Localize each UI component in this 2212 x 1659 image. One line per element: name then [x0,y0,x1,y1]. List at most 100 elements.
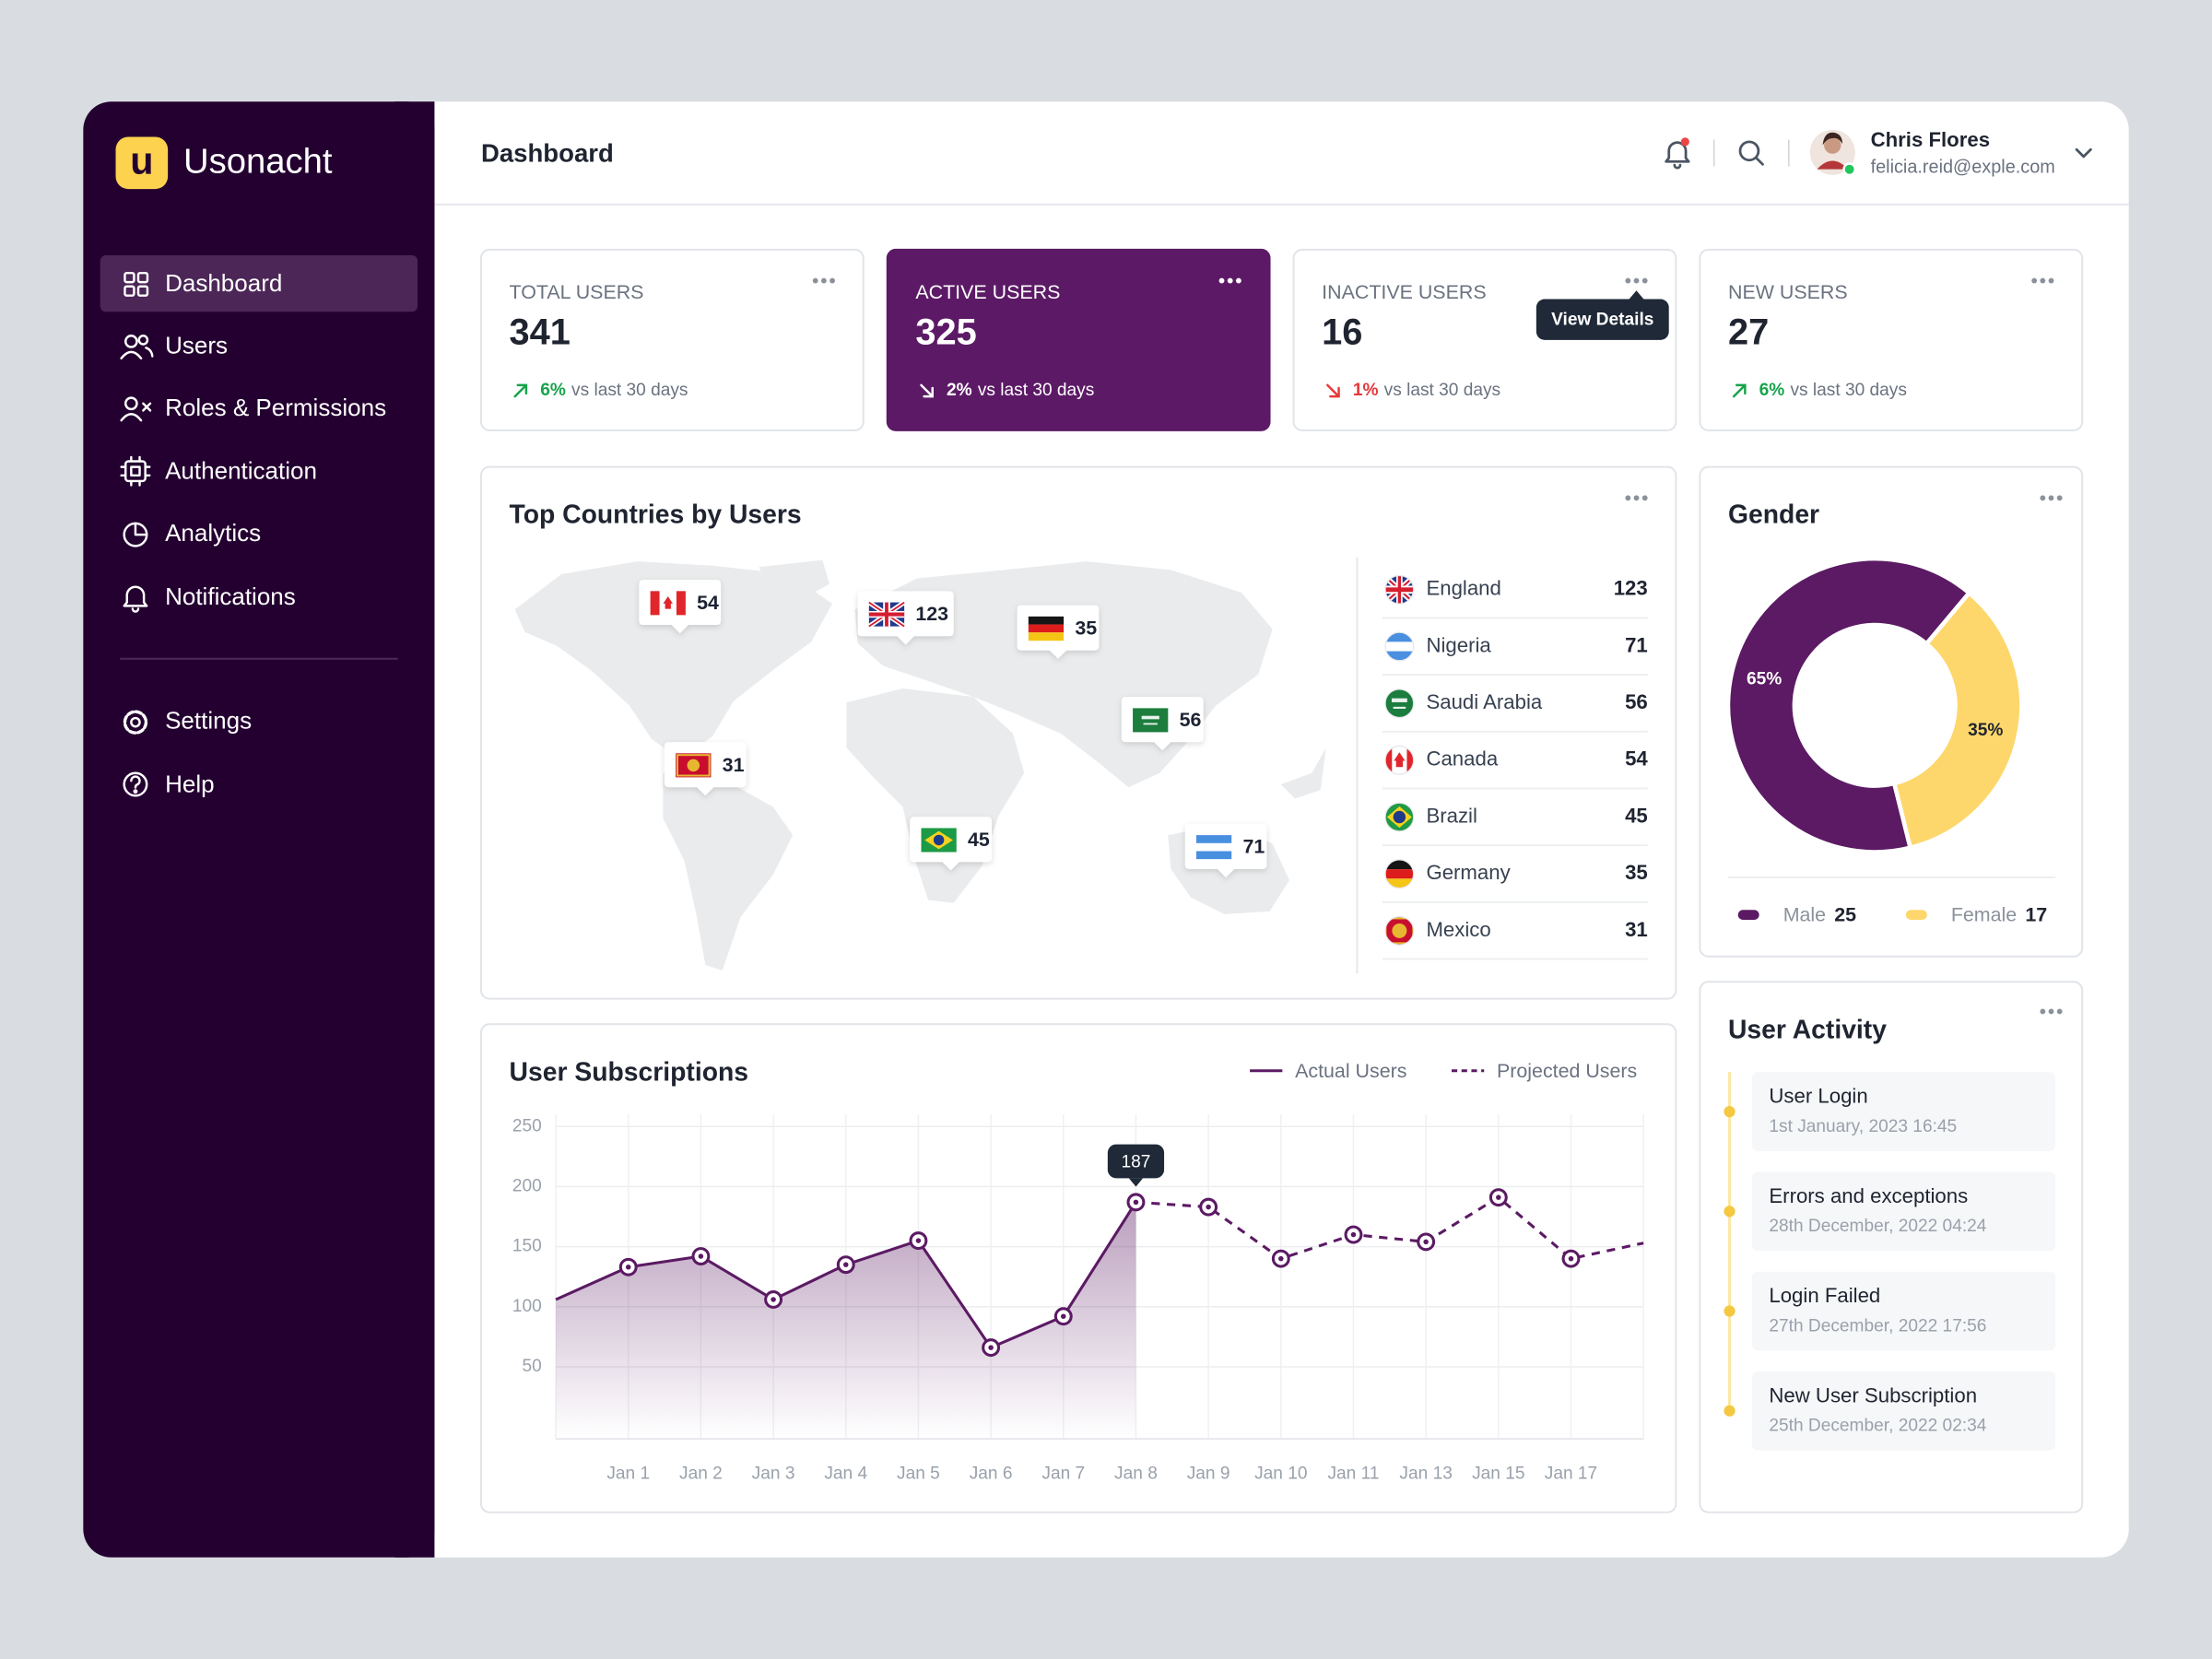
activity-title: User Login [1769,1085,1867,1108]
country-flag [1385,746,1414,775]
shape [123,771,148,797]
flag-part [1385,746,1393,775]
change-value: 6% [540,381,566,400]
country-row: Nigeria 71 [1382,631,1648,677]
more-menu[interactable] [2040,495,2063,501]
more-menu[interactable] [2040,1008,2063,1015]
country-value: 31 [1625,918,1648,941]
point-dot [1061,1313,1066,1319]
nav-icon [123,585,148,613]
activity-time: 25th December, 2022 02:34 [1769,1417,1986,1436]
flag-part [1385,651,1414,661]
legend-item: Actual Users [1250,1060,1406,1082]
flag-part [1385,859,1414,870]
legend-item: Female 17 [1905,903,2047,925]
sidebar-bg [83,101,435,1558]
country-name: Saudi Arabia [1426,690,1542,713]
nav-icon [123,771,148,797]
flag-part [676,591,686,616]
point-dot [1278,1255,1284,1262]
card-title: User Subscriptions [510,1056,748,1086]
map-islands [1280,747,1326,799]
shape [145,347,154,358]
nav-item[interactable]: Settings [123,707,252,735]
nav-item[interactable]: Notifications [123,582,296,613]
stat-value: 341 [510,312,571,352]
flag-part [1385,632,1414,642]
legend-swatch [1737,910,1759,920]
more-menu[interactable] [1625,495,1648,501]
segment-label: 35% [1968,721,2003,740]
card-title: Gender [1728,500,1819,529]
nav-label: Settings [165,707,252,735]
nav-item[interactable]: Authentication [120,455,317,487]
country-name: England [1426,577,1500,600]
more-menu[interactable] [2031,277,2054,284]
activity-bg [1752,1072,2056,1151]
card-title: User Activity [1728,1014,1887,1043]
flag-part [1028,616,1065,625]
stat-change: 1% vs last 30 days [1353,381,1500,400]
activity-bg [1752,1171,2056,1252]
timeline-dot [1724,1405,1735,1417]
shape [124,285,135,297]
y-tick-label: 200 [512,1176,542,1195]
nav-item[interactable]: Users [120,331,228,359]
menu-dot [1633,277,1640,284]
nav-item[interactable]: Help [123,770,215,797]
menu-dot [812,277,818,284]
stat-value: 16 [1322,312,1362,352]
user-menu[interactable]: Chris Flores felicia.reid@exple.com [1809,128,2092,177]
flag-part [1028,632,1065,641]
flag-part [1394,752,1406,768]
country-value: 56 [1625,690,1648,713]
timeline-dot [1724,1206,1735,1218]
avatar-body [1817,160,1849,170]
x-tick-label: Jan 9 [1187,1465,1230,1484]
change-value: 2% [947,381,972,400]
legend-item: Male 25 [1737,903,1856,925]
point-tooltip: 187 [1107,1144,1165,1187]
more-menu[interactable] [1218,277,1241,284]
shape [120,350,143,359]
notifications-button[interactable] [1665,137,1690,170]
activity-item: Login Failed 27th December, 2022 17:56 [1724,1271,2056,1351]
change-note: vs last 30 days [1790,381,1907,400]
stat-change: 6% vs last 30 days [1759,381,1907,400]
stat-card-bg [886,248,1271,431]
country-row: Brazil 45 [1382,802,1648,847]
menu-dot [2056,495,2063,501]
shape [124,335,138,348]
activity-bg [1752,1371,2056,1451]
stat-card: ACTIVE USERS 325 2% vs last 30 days [886,248,1271,431]
stat-card: TOTAL USERS 341 6% vs last 30 days [479,248,865,431]
x-tick-label: Jan 13 [1399,1465,1452,1484]
more-menu[interactable] [1625,277,1648,284]
point-dot [771,1297,776,1302]
activity-item: User Login 1st January, 2023 16:45 [1724,1072,2056,1151]
legend-label: Projected Users [1497,1060,1637,1082]
country-name: Mexico [1426,918,1490,941]
menu-dot [1641,495,1648,501]
legend-text: Male 25 [1783,903,1856,925]
more-menu[interactable] [812,277,835,284]
nav-label: Notifications [165,582,296,610]
pin-value: 54 [697,592,719,614]
search-button[interactable] [1738,140,1764,166]
legend-name: Female [1951,903,2017,925]
menu-dot [1633,495,1640,501]
change-note: vs last 30 days [571,381,688,400]
country-flag [1385,632,1414,661]
y-tick-label: 50 [522,1357,541,1376]
flag-part [1393,706,1406,709]
trend-arrow [1732,383,1747,398]
point-dot [1206,1204,1211,1210]
activity-item: Errors and exceptions 28th December, 2022… [1724,1171,2056,1252]
nav-item[interactable]: Analytics [123,519,261,547]
nav-item[interactable]: Roles & Permissions [120,394,386,422]
shape [131,607,140,613]
nav-item[interactable]: Dashboard [124,269,282,297]
pin-value: 71 [1242,836,1265,858]
flag-part [663,596,673,609]
